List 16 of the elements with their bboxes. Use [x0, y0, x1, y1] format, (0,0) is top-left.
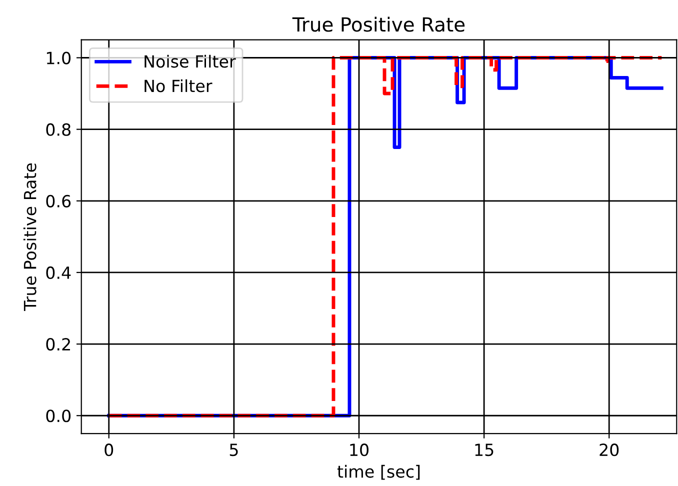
- x-axis-title: time [sec]: [337, 464, 420, 480]
- y-axis-title: True Positive Rate: [23, 163, 36, 311]
- x-tick-label: 20: [600, 444, 619, 456]
- y-tick-label: 1.0: [46, 52, 71, 64]
- legend-label: Noise Filter: [144, 54, 236, 68]
- x-tick-label: 5: [230, 444, 238, 456]
- y-tick-label: 0.4: [46, 266, 71, 280]
- y-tick-label: 0.0: [46, 410, 71, 422]
- x-tick-label: 0: [104, 444, 114, 456]
- x-tick-label: 10: [350, 444, 368, 456]
- x-tick-label: 15: [475, 444, 494, 456]
- y-tick-label: 0.8: [46, 123, 70, 136]
- chart-title: True Positive Rate: [292, 16, 465, 32]
- y-tick-label: 0.6: [46, 194, 71, 208]
- y-tick-label: 0.2: [46, 338, 70, 351]
- legend-label: No Filter: [144, 79, 212, 92]
